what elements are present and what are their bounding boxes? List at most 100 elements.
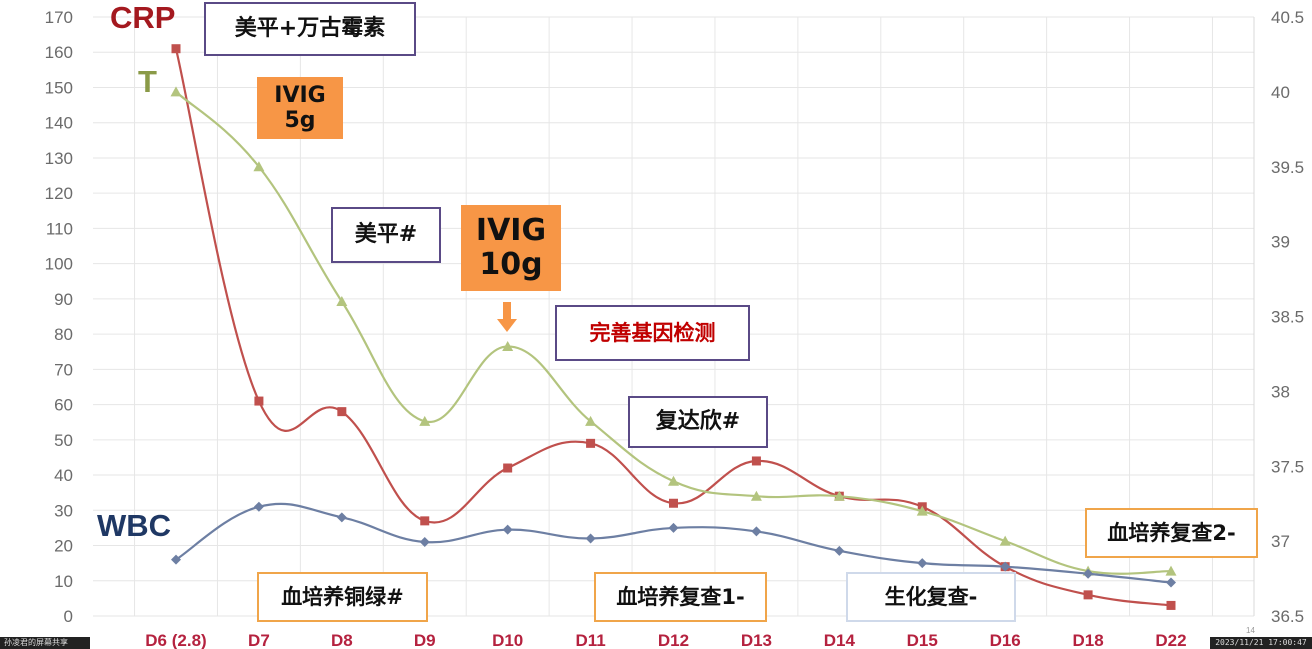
- wbc-data-point: [1000, 561, 1011, 572]
- left-axis-tick-label: 0: [64, 607, 73, 626]
- right-axis-tick-label: 40: [1271, 83, 1290, 102]
- wbc-data-point: [171, 554, 181, 565]
- annotation-fudaxin-text: 复达欣#: [655, 409, 741, 435]
- annotation-ivig-10g-line2: 10g: [479, 247, 543, 282]
- wbc-data-point: [585, 533, 596, 544]
- x-axis-tick-label: D11: [575, 631, 605, 649]
- left-axis-tick-label: 140: [45, 114, 73, 133]
- left-axis-tick-label: 170: [45, 8, 73, 27]
- left-axis-tick-label: 50: [54, 431, 73, 450]
- t-series-label: T: [138, 64, 157, 99]
- annotation-blood-culture-pseudo-text: 血培养铜绿#: [281, 584, 404, 609]
- crp-series-line: [174, 48, 1172, 607]
- wbc-series-label: WBC: [97, 508, 172, 543]
- crp-data-point: [751, 456, 761, 466]
- annotation-meiping-vanco-text: 美平+万古霉素: [234, 16, 386, 42]
- left-axis-tick-label: 100: [45, 255, 73, 274]
- t-data-point: [585, 415, 597, 426]
- crp-data-point: [337, 407, 347, 417]
- wbc-data-point: [917, 558, 928, 569]
- t-data-point: [668, 475, 679, 486]
- annotation-blood-culture-pseudo: 血培养铜绿#: [257, 572, 428, 622]
- crp-data-point: [503, 463, 513, 473]
- t-series-line: [175, 91, 1172, 575]
- x-axis-tick-label: D18: [1072, 631, 1103, 649]
- t-data-point: [336, 296, 348, 307]
- wbc-series-line: [175, 502, 1172, 584]
- crp-data-point: [254, 396, 264, 406]
- t-data-point: [999, 535, 1011, 546]
- timestamp-badge: 2023/11/21 17:00:47: [1210, 637, 1312, 649]
- t-data-point: [502, 340, 514, 351]
- annotation-blood-culture-recheck2-text: 血培养复查2-: [1107, 520, 1236, 545]
- annotation-ivig-5g-line1: IVIG: [274, 82, 326, 108]
- down-arrow-icon: [497, 302, 517, 332]
- wbc-data-point: [668, 522, 679, 533]
- right-axis-tick-label: 37: [1271, 532, 1290, 551]
- annotation-ivig-10g: IVIG 10g: [461, 205, 561, 291]
- crp-data-point: [1166, 600, 1176, 610]
- x-axis-tick-label: D13: [741, 631, 772, 649]
- left-axis-tick-label: 90: [54, 290, 73, 309]
- crp-data-point: [420, 516, 430, 526]
- right-axis-tick-label: 39.5: [1271, 158, 1304, 177]
- t-data-point: [833, 490, 845, 501]
- x-axis-tick-label: D9: [414, 631, 436, 649]
- left-axis-tick-label: 40: [54, 466, 73, 485]
- x-axis-tick-label: D16: [990, 631, 1021, 649]
- right-axis-tick-label: 38.5: [1271, 308, 1304, 327]
- x-axis-tick-label: D7: [248, 631, 270, 649]
- annotation-biochem-recheck: 生化复查-: [846, 572, 1016, 622]
- x-axis-ticks: D6 (2.8) D7 D8 D9 D10 D11 D12 D13 D14 D15 D16 D18 D2…: [145, 631, 1186, 649]
- wbc-data-point: [751, 526, 762, 537]
- left-axis-tick-label: 20: [54, 537, 73, 556]
- left-axis-tick-label: 60: [54, 396, 73, 415]
- wbc-data-point: [336, 512, 347, 523]
- wbc-data-point: [419, 537, 430, 548]
- left-axis-tick-label: 110: [46, 219, 73, 238]
- wbc-data-point: [253, 501, 264, 512]
- crp-data-point: [669, 498, 678, 508]
- right-axis-tick-label: 36.5: [1271, 607, 1304, 626]
- annotation-gene-test: 完善基因检测: [555, 305, 750, 361]
- left-axis-tick-label: 80: [54, 325, 73, 344]
- crp-data-point: [586, 438, 596, 448]
- annotation-blood-culture-recheck1-text: 血培养复查1-: [616, 584, 745, 609]
- screen-share-indicator[interactable]: 孙凌君的屏幕共享: [0, 637, 90, 649]
- left-axis-tick-label: 10: [54, 572, 73, 591]
- annotation-meiping-hash: 美平#: [331, 207, 441, 263]
- x-axis-tick-label: D8: [331, 631, 353, 649]
- annotation-ivig-5g-line2: 5g: [284, 108, 316, 133]
- t-data-point: [750, 490, 762, 501]
- page-number: 14: [1246, 626, 1255, 635]
- right-axis-tick-label: 38: [1271, 382, 1290, 401]
- wbc-data-point: [502, 524, 513, 535]
- x-axis-tick-label: D12: [658, 631, 689, 649]
- x-axis-tick-label: D6 (2.8): [145, 631, 206, 649]
- timestamp-text: 2023/11/21 17:00:47: [1215, 638, 1307, 647]
- left-axis-tick-label: 150: [45, 78, 73, 97]
- right-axis-tick-label: 39: [1271, 233, 1290, 252]
- t-data-point: [170, 86, 182, 97]
- right-axis-tick-label: 40.5: [1271, 8, 1304, 27]
- left-axis-tick-label: 160: [45, 43, 73, 62]
- series-layer: [170, 44, 1177, 610]
- t-data-point: [253, 161, 265, 172]
- wbc-data-point: [834, 545, 845, 556]
- right-axis-ticks: 36.5 37 37.5 38 38.5 39 39.5 40 40.5: [1271, 8, 1304, 626]
- crp-data-point: [1083, 590, 1093, 600]
- right-axis-tick-label: 37.5: [1271, 457, 1304, 476]
- t-data-point: [1165, 565, 1177, 576]
- screen-share-text: 孙凌君的屏幕共享: [4, 638, 68, 647]
- annotation-meiping-vanco: 美平+万古霉素: [204, 2, 416, 56]
- wbc-data-point: [1166, 577, 1176, 588]
- crp-series-label: CRP: [110, 0, 176, 35]
- annotation-blood-culture-recheck2: 血培养复查2-: [1085, 508, 1258, 558]
- left-axis-tick-label: 120: [45, 184, 73, 203]
- left-axis-tick-label: 70: [54, 360, 73, 379]
- wbc-data-point: [1083, 568, 1094, 579]
- annotation-fudaxin: 复达欣#: [628, 396, 768, 448]
- x-axis-tick-label: D15: [907, 631, 938, 649]
- annotation-ivig-10g-line1: IVIG: [475, 212, 547, 248]
